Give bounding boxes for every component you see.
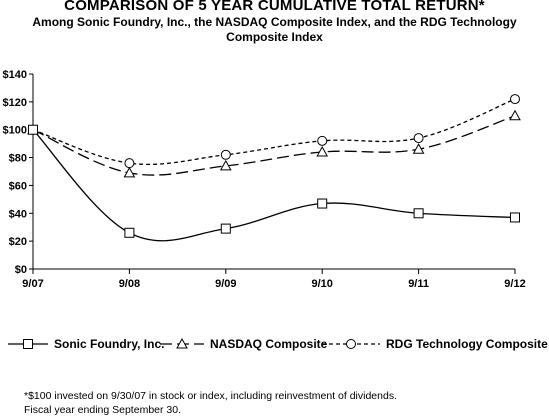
series-line: [32, 115, 516, 176]
data-point-marker: [412, 143, 425, 154]
data-point-marker: [413, 133, 424, 144]
legend-label: NASDAQ Composite: [210, 337, 328, 351]
data-point-marker: [220, 223, 231, 234]
y-tick-label: $80: [9, 153, 27, 165]
x-tick-label: 9/09: [215, 278, 236, 290]
chart-legend: Sonic Foundry, Inc. NASDAQ Composite RDG T…: [8, 337, 548, 351]
y-tick-label: $20: [9, 236, 27, 248]
y-tick-label: $40: [9, 208, 27, 220]
data-point-marker: [124, 227, 135, 238]
y-tick-label: $140: [3, 69, 27, 81]
data-point-marker: [413, 208, 424, 219]
legend-label: RDG Technology Composite: [386, 337, 548, 351]
x-tick-label: 9/12: [504, 278, 525, 290]
legend-marker: [346, 339, 356, 349]
data-point-marker: [220, 149, 231, 160]
y-tick-label: $60: [9, 180, 27, 192]
x-tick-label: 9/11: [408, 278, 429, 290]
legend-marker: [23, 339, 33, 349]
footnote-investment: *$100 invested on 9/30/07 in stock or in…: [24, 390, 397, 402]
legend-label: Sonic Foundry, Inc.: [54, 337, 164, 351]
data-point-marker: [219, 159, 232, 171]
series-sonic-foundry-inc: [28, 124, 520, 242]
y-tick-label: $120: [3, 97, 27, 109]
y-tick-label: $0: [15, 264, 27, 276]
series-rdg-technology-composite: [28, 94, 520, 169]
data-point-marker: [510, 94, 520, 105]
series-nasdaq-composite: [27, 109, 521, 178]
chart-subtitle-line-1: Among Sonic Foundry, Inc., the NASDAQ Co…: [32, 15, 517, 29]
chart-series: [27, 94, 521, 242]
data-point-marker: [123, 166, 136, 178]
data-point-marker: [124, 158, 135, 169]
x-tick-label: 9/08: [119, 278, 140, 290]
legend-item-sonic-foundry-inc: Sonic Foundry, Inc.: [8, 337, 164, 351]
legend-item-rdg-technology-composite: RDG Technology Composite: [322, 337, 548, 351]
chart-subtitle-line-2: Composite Index: [226, 30, 323, 44]
footnote-fiscal-year: Fiscal year ending September 30.: [24, 404, 182, 416]
chart-title: COMPARISON OF 5 YEAR CUMULATIVE TOTAL RE…: [64, 0, 485, 14]
data-point-marker: [317, 135, 328, 146]
data-point-marker: [317, 198, 328, 209]
legend-marker: [176, 337, 188, 349]
data-point-marker: [509, 109, 521, 121]
data-point-marker: [28, 124, 38, 135]
chart-subtitle: Among Sonic Foundry, Inc., the NASDAQ Co…: [0, 15, 549, 45]
legend-item-nasdaq-composite: NASDAQ Composite: [160, 337, 328, 351]
series-line: [32, 98, 516, 166]
y-tick-label: $100: [3, 125, 27, 137]
data-point-marker: [510, 212, 520, 223]
x-tick-label: 9/07: [22, 278, 43, 290]
chart-axes: $0 $20 $40 $60 $80 $100 $120 $140 9/07 9/08 9/09 9/…: [3, 69, 526, 290]
data-point-marker: [316, 145, 329, 157]
series-line: [32, 129, 516, 242]
x-tick-label: 9/10: [311, 278, 332, 290]
